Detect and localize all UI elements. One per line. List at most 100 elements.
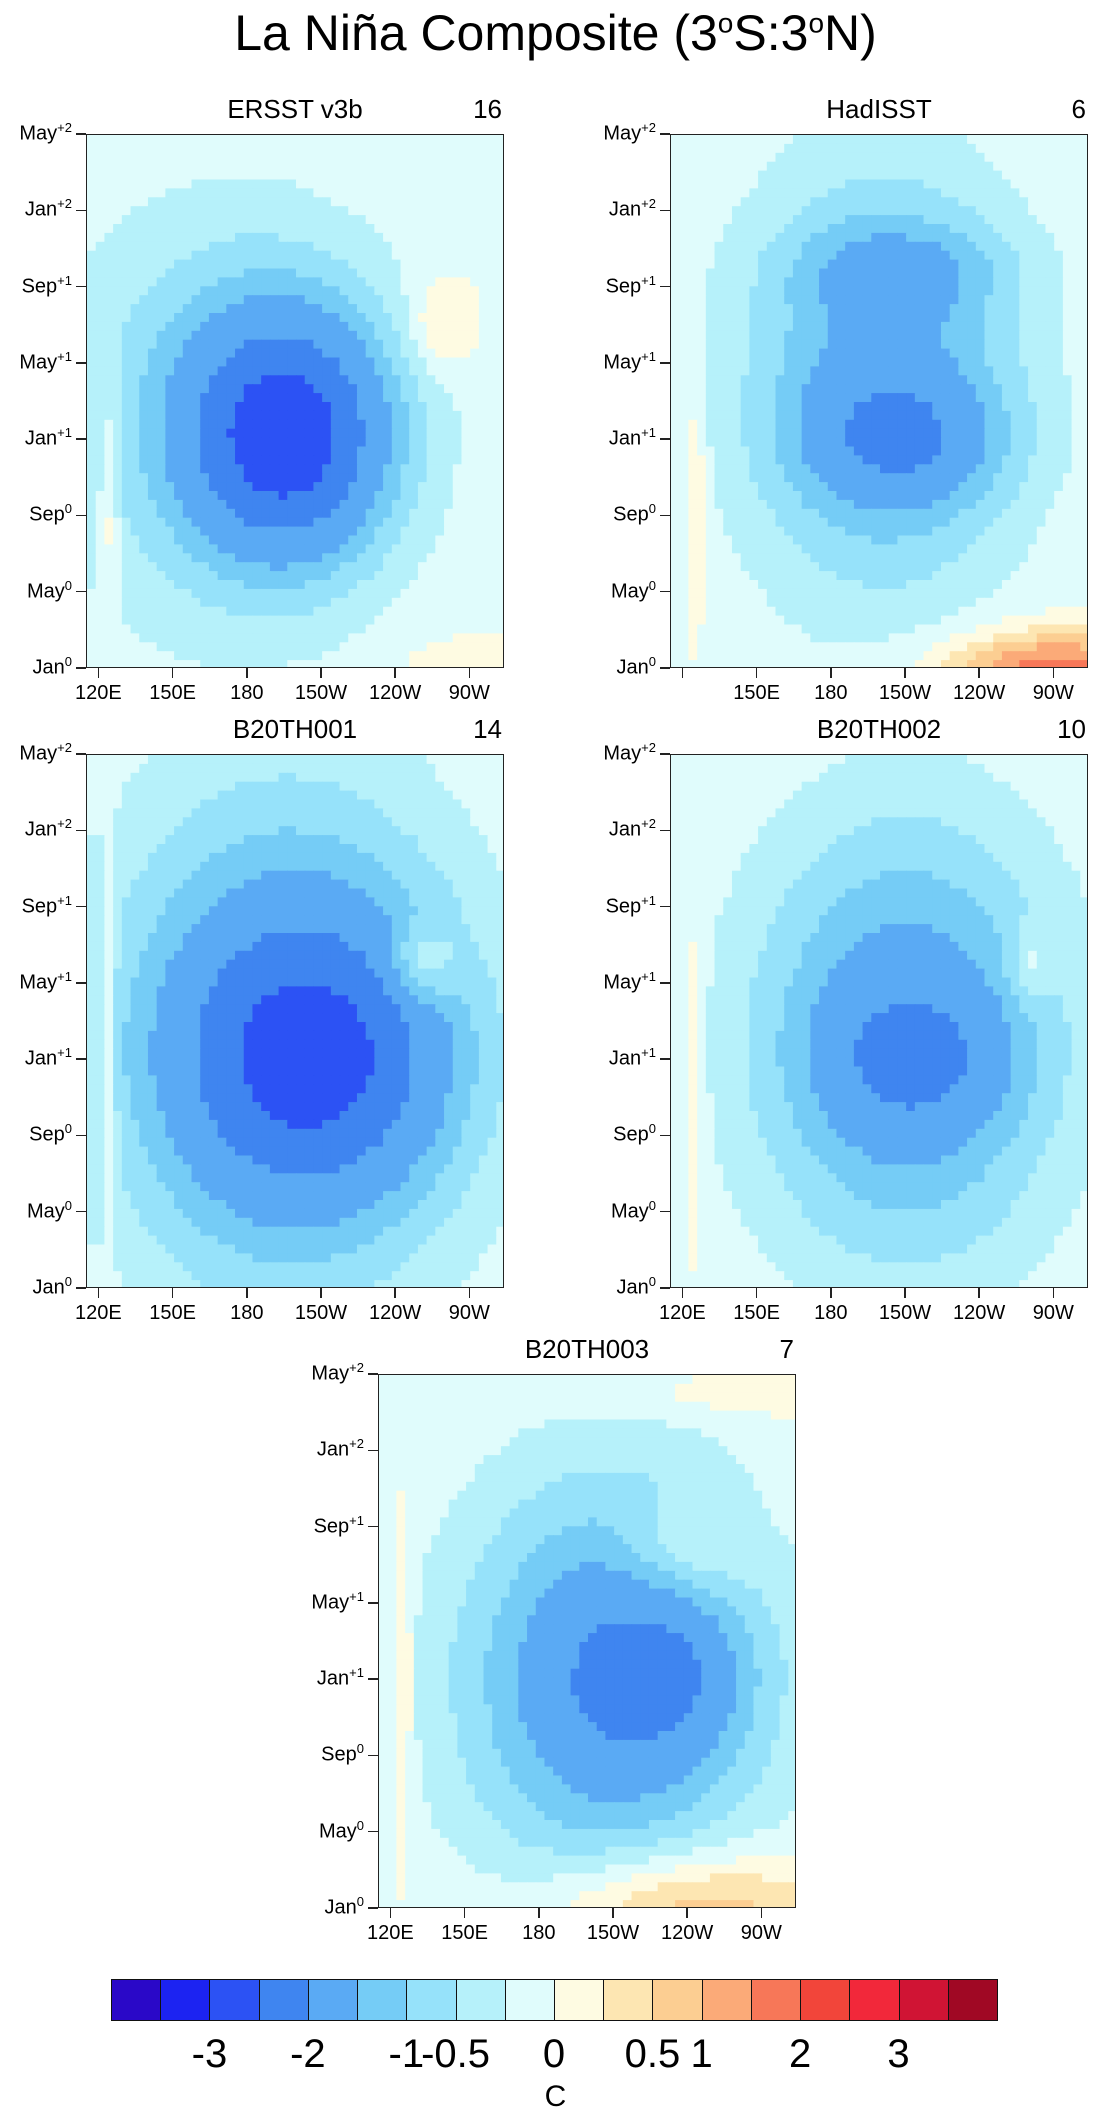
heatmap-cell xyxy=(357,331,366,341)
heatmap-cell xyxy=(104,393,113,403)
heatmap-cell xyxy=(305,313,314,323)
heatmap-cell xyxy=(226,509,235,519)
heatmap-cell xyxy=(418,366,427,376)
heatmap-cell xyxy=(871,349,880,359)
heatmap-cell xyxy=(453,313,462,323)
heatmap-cell xyxy=(165,447,174,457)
heatmap-cell xyxy=(488,625,497,635)
heatmap-cell xyxy=(767,411,776,421)
heatmap-cell xyxy=(776,393,785,403)
heatmap-cell xyxy=(697,340,706,350)
heatmap-cell xyxy=(1072,375,1081,385)
heatmap-cell xyxy=(461,135,470,145)
heatmap-cell xyxy=(932,482,941,492)
heatmap-cell xyxy=(897,304,906,314)
heatmap-cell xyxy=(461,553,470,563)
heatmap-cell xyxy=(174,580,183,590)
heatmap-cell xyxy=(122,206,131,216)
heatmap-cell xyxy=(1011,482,1020,492)
heatmap-cell xyxy=(479,518,488,528)
heatmap-cell xyxy=(104,295,113,305)
heatmap-cell xyxy=(87,580,96,590)
heatmap-cell xyxy=(261,420,270,430)
heatmap-cell xyxy=(322,171,331,181)
heatmap-cell xyxy=(941,144,950,154)
heatmap-cell xyxy=(104,197,113,207)
heatmap-cell xyxy=(401,295,410,305)
heatmap-cell xyxy=(252,420,261,430)
heatmap-cell xyxy=(340,571,349,581)
heatmap-cell xyxy=(157,358,166,368)
heatmap-cell xyxy=(279,527,288,537)
heatmap-cell xyxy=(165,633,174,643)
x-tick-label: 150W xyxy=(295,682,347,705)
heatmap-cell xyxy=(122,447,131,457)
heatmap-cell xyxy=(322,447,331,457)
heatmap-cell xyxy=(331,358,340,368)
heatmap-cell xyxy=(479,313,488,323)
heatmap-cell xyxy=(915,135,924,145)
heatmap-cell xyxy=(165,286,174,296)
heatmap-cell xyxy=(732,286,741,296)
heatmap-cell xyxy=(348,580,357,590)
heatmap-cell xyxy=(226,233,235,243)
heatmap-cell xyxy=(793,162,802,172)
heatmap-cell xyxy=(1072,135,1081,145)
heatmap-cell xyxy=(671,429,680,439)
heatmap-cell xyxy=(165,313,174,323)
heatmap-cell xyxy=(688,180,697,190)
heatmap-cell xyxy=(261,580,270,590)
heatmap-cell xyxy=(776,438,785,448)
heatmap-cell xyxy=(950,144,959,154)
heatmap-cell xyxy=(340,197,349,207)
heatmap-cell xyxy=(157,286,166,296)
heatmap-cell xyxy=(87,269,96,279)
heatmap-cell xyxy=(122,197,131,207)
heatmap-cell xyxy=(932,349,941,359)
heatmap-cell xyxy=(435,206,444,216)
heatmap-cell xyxy=(235,651,244,661)
heatmap-cell xyxy=(1063,295,1072,305)
heatmap-cell xyxy=(96,322,105,332)
heatmap-cell xyxy=(444,180,453,190)
heatmap-cell xyxy=(889,375,898,385)
heatmap-cell xyxy=(418,536,427,546)
heatmap-cell xyxy=(435,536,444,546)
heatmap-cell xyxy=(1011,188,1020,198)
heatmap-cell xyxy=(174,286,183,296)
heatmap-cell xyxy=(688,331,697,341)
heatmap-cell xyxy=(688,491,697,501)
heatmap-cell xyxy=(418,580,427,590)
heatmap-cell xyxy=(383,366,392,376)
heatmap-cell xyxy=(226,625,235,635)
heatmap-cell xyxy=(261,491,270,501)
heatmap-cell xyxy=(1063,135,1072,145)
heatmap-cell xyxy=(1080,482,1088,492)
heatmap-cell xyxy=(401,536,410,546)
heatmap-cell xyxy=(409,358,418,368)
heatmap-cell xyxy=(322,215,331,225)
heatmap-cell xyxy=(148,260,157,270)
heatmap-cell xyxy=(706,420,715,430)
heatmap-cell xyxy=(749,171,758,181)
heatmap-cell xyxy=(810,509,819,519)
heatmap-cell xyxy=(723,260,732,270)
heatmap-cell xyxy=(244,518,253,528)
heatmap-cell xyxy=(479,562,488,572)
heatmap-cell xyxy=(296,188,305,198)
heatmap-cell xyxy=(244,607,253,617)
heatmap-cell xyxy=(122,536,131,546)
heatmap-cell xyxy=(157,277,166,287)
heatmap-cell xyxy=(139,322,148,332)
heatmap-cell xyxy=(279,295,288,305)
heatmap-cell xyxy=(461,589,470,599)
heatmap-cell xyxy=(932,286,941,296)
heatmap-cell xyxy=(174,340,183,350)
heatmap-cell xyxy=(287,393,296,403)
heatmap-cell xyxy=(802,286,811,296)
heatmap-cell xyxy=(741,162,750,172)
heatmap-cell xyxy=(854,491,863,501)
heatmap-cell xyxy=(671,260,680,270)
heatmap-cell xyxy=(897,242,906,252)
heatmap-cell xyxy=(715,358,724,368)
